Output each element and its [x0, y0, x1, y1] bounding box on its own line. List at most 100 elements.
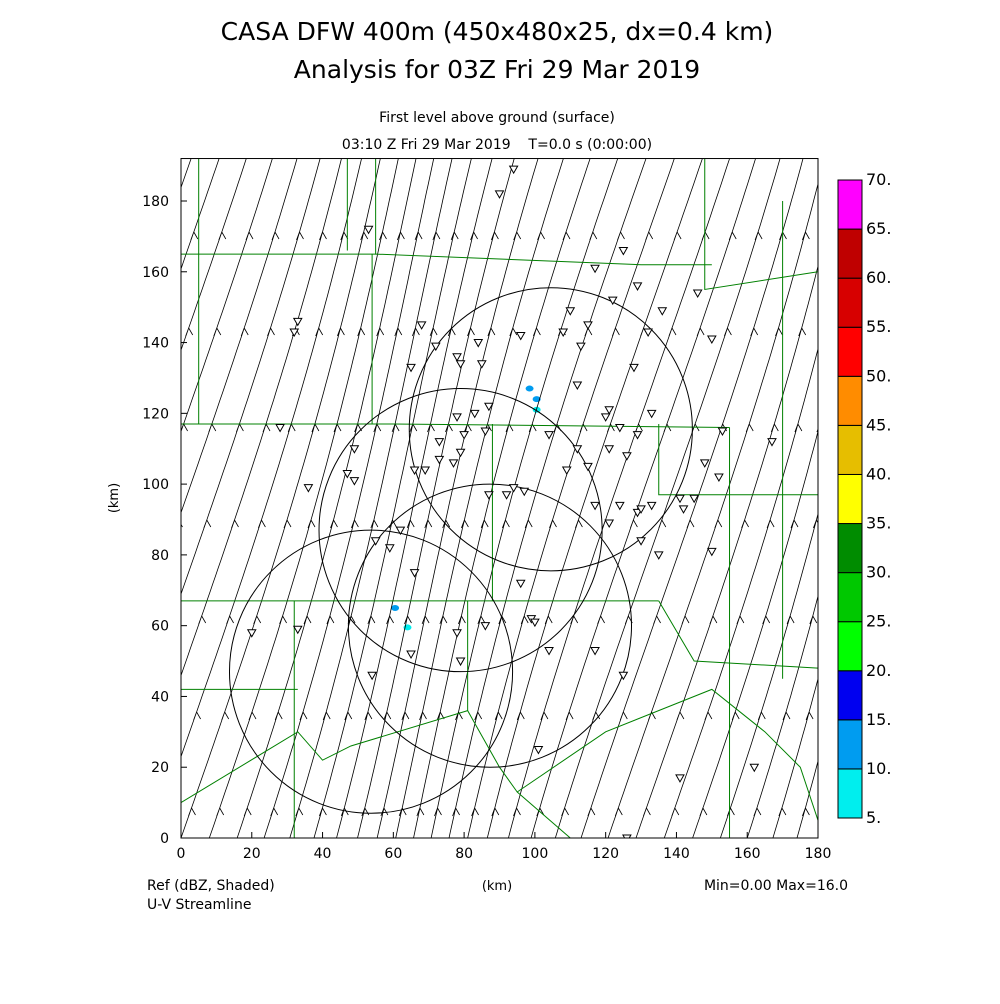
- x-tick-label: 80: [455, 846, 473, 862]
- chart-subtitle: Analysis for 03Z Fri 29 Mar 2019: [294, 55, 700, 84]
- station-marker: [484, 402, 494, 412]
- station-marker: [583, 321, 593, 330]
- station-marker: [544, 646, 554, 656]
- station-marker: [590, 264, 600, 274]
- colorbar-label: 60.: [866, 268, 891, 287]
- station-marker: [576, 342, 586, 352]
- y-axis-label: (km): [107, 483, 122, 513]
- station-marker: [367, 671, 377, 681]
- colorbar-swatch: [837, 719, 863, 770]
- y-tick-label: 140: [142, 336, 169, 352]
- station-marker: [363, 225, 374, 235]
- colorbar-swatch: [837, 424, 863, 475]
- x-tick-label: 160: [734, 846, 761, 862]
- station-marker: [604, 445, 615, 454]
- station-marker: [384, 544, 395, 553]
- station-marker: [614, 423, 625, 433]
- station-marker: [370, 537, 381, 546]
- station-marker: [622, 452, 632, 461]
- station-marker: [480, 427, 491, 437]
- y-tick-label: 0: [160, 831, 169, 847]
- station-marker: [692, 289, 703, 299]
- station-marker: [275, 423, 285, 433]
- station-marker: [455, 360, 466, 369]
- station-marker: [583, 462, 593, 472]
- station-marker: [614, 501, 625, 511]
- colorbar-swatch: [837, 523, 863, 574]
- station-marker: [678, 505, 689, 514]
- station-marker: [448, 459, 459, 468]
- station-marker: [434, 455, 445, 465]
- radar-range-ring: [408, 287, 693, 572]
- colorbar-swatch: [837, 326, 863, 377]
- colorbar-swatch: [837, 375, 863, 426]
- station-marker: [749, 763, 760, 773]
- colorbar-swatch: [837, 670, 863, 721]
- colorbar-label: 35.: [866, 514, 891, 533]
- plot-content: [181, 158, 818, 839]
- station-marker: [349, 477, 360, 486]
- station-marker: [473, 339, 484, 348]
- station-marker: [646, 409, 657, 419]
- station-marker: [636, 537, 646, 546]
- reflectivity-echo: [391, 604, 400, 611]
- station-marker: [501, 491, 512, 500]
- station-marker: [590, 501, 600, 511]
- chart-title: CASA DFW 400m (450x480x25, dx=0.4 km): [221, 17, 774, 46]
- station-marker: [452, 353, 462, 362]
- station-marker: [767, 438, 777, 447]
- x-tick-label: 0: [177, 846, 186, 862]
- station-marker: [636, 505, 646, 514]
- station-marker: [530, 618, 540, 628]
- county-boundary: [181, 158, 377, 255]
- station-marker: [515, 579, 526, 589]
- station-marker: [632, 431, 643, 440]
- plot-area: 0 20 40 60 80 100 120 140 160 180 0 20 40 60 80 100 120 1…: [142, 158, 832, 862]
- colorbar-label: 40.: [866, 464, 891, 483]
- station-marker: [572, 445, 583, 454]
- station-marker: [349, 445, 360, 454]
- station-marker: [406, 650, 416, 659]
- minmax-label: Min=0.00 Max=16.0: [704, 878, 848, 894]
- colorbar-swatch: [837, 621, 863, 672]
- station-marker: [455, 657, 466, 667]
- colorbar-label: 30.: [866, 563, 891, 582]
- county-boundary: [658, 600, 818, 669]
- y-tick-label: 120: [142, 406, 169, 422]
- colorbar-swatch: [837, 768, 863, 819]
- station-marker: [653, 551, 664, 560]
- station-marker: [494, 190, 505, 199]
- station-marker: [643, 328, 653, 337]
- station-marker: [632, 282, 643, 291]
- reflectivity-echo: [525, 385, 534, 392]
- x-tick-label: 180: [805, 846, 832, 862]
- radar-range-ring: [347, 483, 633, 768]
- colorbar-label: 65.: [866, 219, 891, 238]
- county-boundary: [516, 791, 571, 839]
- colorbar-label: 50.: [866, 366, 891, 385]
- colorbar-label: 20.: [866, 661, 891, 680]
- colorbar-label: 25.: [866, 612, 891, 631]
- station-marker: [618, 247, 629, 256]
- station-marker: [420, 466, 431, 475]
- colorbar-swatch: [837, 473, 863, 525]
- station-marker: [430, 342, 441, 352]
- station-marker: [565, 307, 576, 316]
- station-marker: [533, 746, 544, 755]
- y-tick-label: 40: [151, 689, 169, 705]
- station-marker: [706, 335, 717, 345]
- x-tick-label: 20: [243, 846, 261, 862]
- station-marker: [604, 519, 615, 529]
- y-tick-label: 20: [151, 760, 169, 776]
- station-marker: [484, 491, 494, 500]
- reflectivity-echo: [532, 396, 541, 403]
- colorbar-swatch: [837, 572, 863, 623]
- streamlines: [181, 158, 818, 839]
- x-tick-label: 140: [663, 846, 690, 862]
- station-marker: [629, 363, 639, 373]
- colorbar-label: 15.: [866, 710, 891, 729]
- county-boundary: [704, 158, 818, 291]
- station-marker: [572, 381, 583, 391]
- colorbar-label: 70.: [866, 170, 891, 189]
